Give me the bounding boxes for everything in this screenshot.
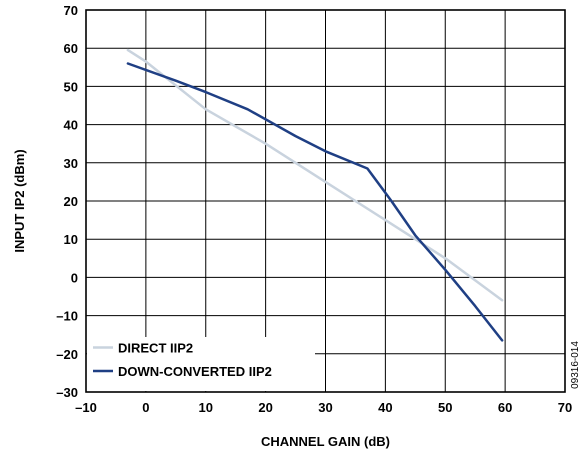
legend: DIRECT IIP2 DOWN-CONVERTED IIP2 bbox=[87, 337, 315, 391]
x-tick-label: 0 bbox=[142, 400, 149, 415]
y-tick-label: 10 bbox=[64, 232, 78, 247]
y-tick-label: –10 bbox=[56, 309, 78, 324]
y-tick-label: 40 bbox=[64, 118, 78, 133]
grid bbox=[85, 9, 566, 393]
x-axis-title: CHANNEL GAIN (dB) bbox=[261, 434, 390, 449]
x-tick-label: –10 bbox=[75, 400, 97, 415]
y-tick-label: 0 bbox=[71, 270, 78, 285]
x-tick-label: 50 bbox=[438, 400, 452, 415]
x-tick-label: 30 bbox=[318, 400, 332, 415]
legend-label-direct-iip2: DIRECT IIP2 bbox=[118, 341, 193, 356]
y-tick-label: 60 bbox=[64, 41, 78, 56]
plot-frame bbox=[85, 9, 566, 393]
figure-id: 09316-014 bbox=[570, 341, 581, 389]
y-tick-labels: –30 –20 –10 0 10 20 30 40 50 60 70 bbox=[56, 3, 78, 400]
x-tick-label: 40 bbox=[378, 400, 392, 415]
series-line-direct-iip2 bbox=[126, 48, 504, 302]
series-line-down-converted-iip2 bbox=[126, 62, 504, 342]
legend-label-down-converted-iip2: DOWN-CONVERTED IIP2 bbox=[118, 364, 272, 379]
x-tick-label: 60 bbox=[498, 400, 512, 415]
y-axis-title: INPUT IP2 (dBm) bbox=[12, 149, 27, 252]
x-tick-label: 20 bbox=[258, 400, 272, 415]
y-tick-label: 30 bbox=[64, 156, 78, 171]
y-tick-label: 20 bbox=[64, 194, 78, 209]
x-tick-label: 10 bbox=[199, 400, 213, 415]
x-tick-labels: –10 0 10 20 30 40 50 60 70 bbox=[75, 400, 572, 415]
y-tick-label: 50 bbox=[64, 79, 78, 94]
y-tick-label: –30 bbox=[56, 385, 78, 400]
series-lines bbox=[126, 48, 504, 342]
y-tick-label: 70 bbox=[64, 3, 78, 18]
y-tick-label: –20 bbox=[56, 347, 78, 362]
x-tick-label: 70 bbox=[558, 400, 572, 415]
legend-box bbox=[87, 337, 315, 391]
